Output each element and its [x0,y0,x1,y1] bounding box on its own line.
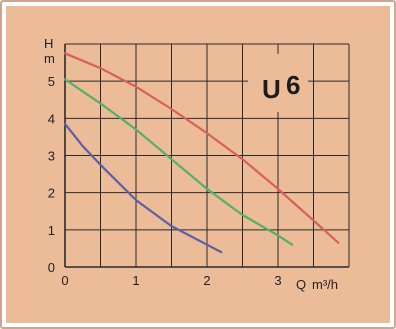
x-tick-label: 1 [132,273,139,288]
y-tick-label: 5 [48,74,55,89]
series-line-2 [63,78,294,246]
y-axis-label-h: H [44,36,53,51]
y-axis-label-unit: m [44,51,55,66]
series-line-3 [63,122,223,254]
series-line-1 [63,52,340,244]
chart-label-box [248,54,308,112]
grid [64,43,350,268]
y-tick-label: 4 [48,111,55,126]
y-tick-label: 1 [48,223,55,238]
chart-label-prefix: U [262,74,281,104]
x-axis-label-q: Q [296,277,306,292]
y-tick-label: 2 [48,186,55,201]
chart-label-number: 6 [286,70,300,100]
y-tick-label: 3 [48,149,55,164]
series-group [63,52,340,254]
x-axis-label-unit: m³/h [312,277,338,292]
x-tick-label: 0 [61,273,68,288]
y-tick-label: 0 [48,260,55,275]
chart-panel [6,6,390,323]
x-tick-label: 2 [203,273,210,288]
x-tick-label: 3 [274,273,281,288]
tick-labels: 0 1 2 3 0 1 2 3 4 5 [48,74,282,288]
